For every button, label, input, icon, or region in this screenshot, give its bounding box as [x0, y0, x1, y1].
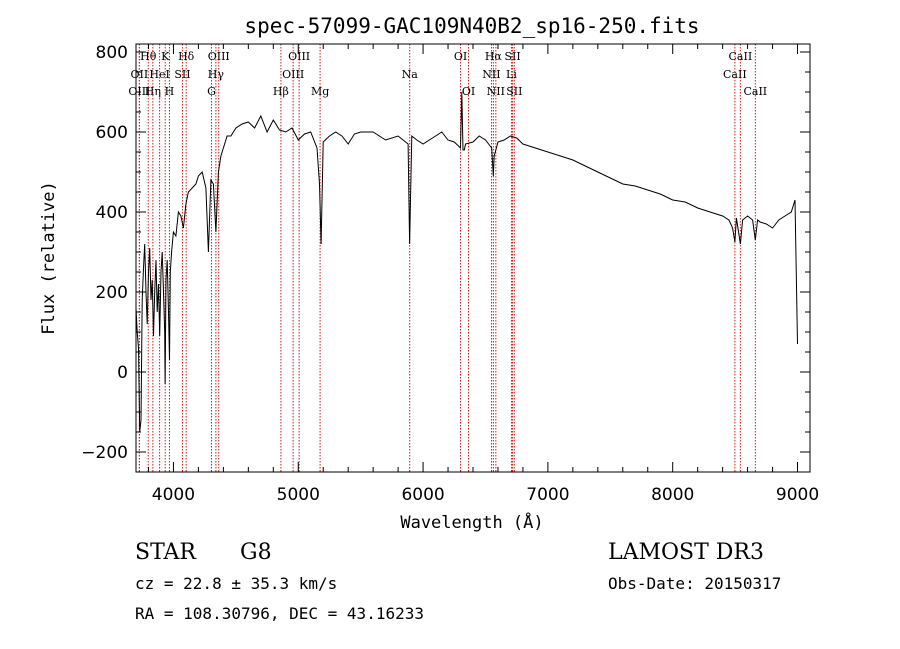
object-class: STAR [135, 540, 196, 565]
x-axis-label: Wavelength (Å) [400, 511, 543, 533]
x-tick-label-5: 9000 [776, 485, 819, 505]
y-tick-label-0: −200 [81, 443, 128, 463]
redshift-cz: cz = 22.8 ± 35.3 km/s [135, 574, 338, 593]
line-label-22: Hβ [273, 85, 289, 98]
y-tick-label-1: 0 [117, 363, 128, 383]
line-label-23: Mg [311, 85, 329, 98]
spectrum-series-flux [135, 91, 798, 433]
line-label-20: H [165, 85, 175, 98]
object-subclass: G8 [240, 540, 272, 565]
observation-date: Obs-Date: 20150317 [608, 574, 782, 593]
line-label-7: SII [504, 50, 520, 63]
line-label-15: NII [482, 68, 500, 81]
x-tick-label-1: 5000 [277, 485, 320, 505]
line-label-3: OIII [208, 50, 230, 63]
line-label-2: Hδ [178, 50, 195, 63]
line-label-9: OII [131, 68, 149, 81]
line-label-1: K [161, 50, 170, 63]
survey-name: LAMOST DR3 [608, 540, 764, 565]
line-label-26: SII [506, 85, 522, 98]
line-label-17: CaII [723, 68, 747, 81]
line-label-25: NII [487, 85, 505, 98]
x-axis: 4000 5000 6000 7000 8000 9000 [147, 44, 819, 505]
y-tick-label-3: 400 [96, 203, 128, 223]
y-axis-label: Flux (relative) [39, 181, 59, 335]
chart-title: spec-57099-GAC109N40B2_sp16-250.fits [244, 14, 699, 38]
ra-dec-coordinates: RA = 108.30796, DEC = 43.16233 [135, 604, 424, 623]
line-label-16: Li [506, 68, 517, 81]
line-label-13: OIII [282, 68, 304, 81]
x-tick-label-4: 8000 [651, 485, 694, 505]
y-tick-label-5: 800 [96, 43, 128, 63]
line-label-21: G [207, 85, 216, 98]
x-tick-label-0: 4000 [152, 485, 195, 505]
line-label-19: Hη [145, 85, 161, 98]
x-tick-label-3: 7000 [526, 485, 569, 505]
spectral-line-markers [138, 44, 756, 472]
y-tick-label-2: 200 [96, 283, 128, 303]
line-label-0: Hθ [140, 50, 157, 63]
y-tick-label-4: 600 [96, 123, 128, 143]
y-axis: −200 0 200 400 600 800 [81, 43, 810, 463]
line-label-4: OIII [288, 50, 310, 63]
line-label-6: Hα [485, 50, 503, 63]
line-label-27: CaII [743, 85, 767, 98]
line-label-24: OI [462, 85, 475, 98]
line-label-8: CaII [729, 50, 753, 63]
line-label-12: Hγ [208, 68, 225, 81]
line-label-10: HeI [149, 68, 169, 81]
line-label-14: Na [402, 68, 419, 81]
x-tick-label-2: 6000 [401, 485, 444, 505]
line-label-11: SII [174, 68, 190, 81]
plot-frame [135, 43, 811, 473]
line-label-5: OI [454, 50, 467, 63]
